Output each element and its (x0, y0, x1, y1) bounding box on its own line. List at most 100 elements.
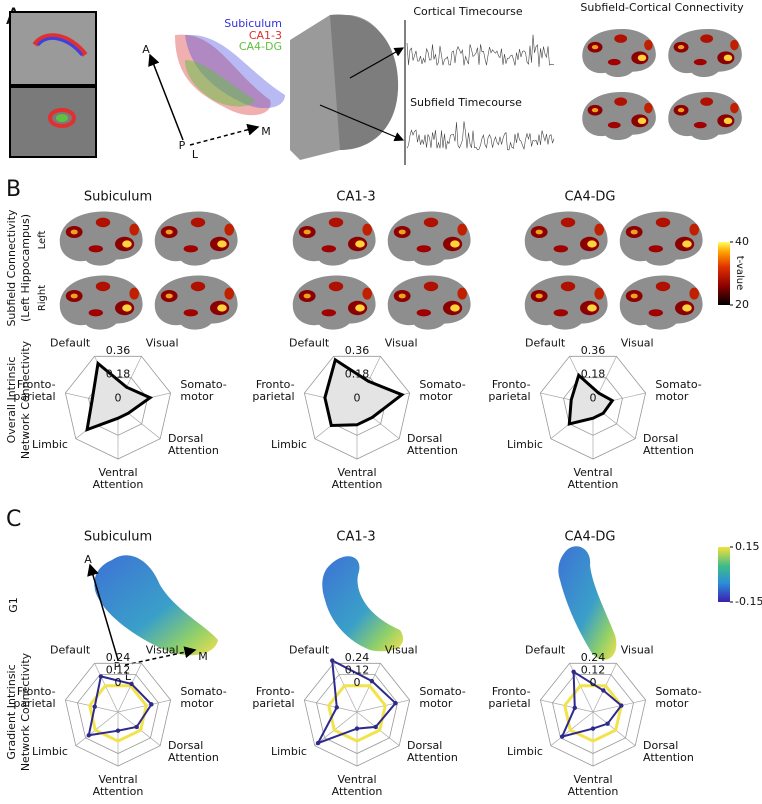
brain-map (60, 276, 143, 330)
category-label: Default (50, 336, 91, 349)
radar-point (560, 734, 564, 738)
radial-tick-label: 0.24 (581, 651, 606, 664)
category-label: Attention (168, 751, 219, 764)
axis-arrow (190, 127, 258, 145)
category-label: Attention (93, 478, 144, 491)
radar-point (355, 726, 359, 730)
radial-tick-label: 0.36 (345, 344, 370, 357)
colorbar-tick-label: -0.15 (735, 595, 762, 608)
brain-map (155, 212, 238, 266)
column-title: CA4-DG (564, 190, 615, 205)
category-label: parietal (252, 390, 294, 403)
column-title: CA1-3 (336, 530, 375, 545)
category-label: Visual (385, 643, 418, 656)
category-label: parietal (252, 697, 294, 710)
category-label: parietal (488, 697, 530, 710)
radar-point (330, 658, 334, 662)
radial-tick-label: 0.12 (581, 663, 606, 676)
axis-label: M (198, 650, 208, 663)
category-label: Attention (568, 785, 619, 798)
category-label: Default (525, 336, 566, 349)
column-title: Subiculum (84, 190, 152, 205)
radial-tick-label: 0.36 (106, 344, 131, 357)
colorbar (718, 547, 730, 602)
timecourse-title: Subfield Timecourse (410, 96, 522, 109)
radar-point (316, 741, 320, 745)
brain-map (525, 212, 608, 266)
connectivity-title: Subfield-Cortical Connectivity (580, 1, 744, 14)
category-label: Limbic (507, 438, 543, 451)
radar-point (573, 706, 577, 710)
brain-map (582, 29, 656, 77)
category-label: Limbic (271, 438, 307, 451)
row-label: G1 (7, 597, 20, 613)
row-title: Subfield Connectivity (5, 209, 18, 327)
colorbar-tick-label: 0.15 (735, 540, 760, 553)
category-label: motor (655, 390, 688, 403)
category-label: parietal (13, 697, 55, 710)
category-label: Attention (643, 444, 694, 457)
brain-map (388, 212, 471, 266)
hippocampus-gradient (322, 556, 403, 651)
category-label: motor (180, 697, 213, 710)
axis-arrow (150, 55, 183, 140)
axis-label: A (84, 553, 92, 566)
category-label: Attention (407, 444, 458, 457)
brain-map (620, 212, 703, 266)
radar-point (99, 674, 103, 678)
category-label: Default (289, 643, 330, 656)
colorbar-tick-label: 20 (735, 298, 749, 311)
category-label: parietal (13, 390, 55, 403)
radial-tick-label: 0.18 (106, 368, 131, 381)
category-label: Attention (168, 444, 219, 457)
legend-entry: CA4-DG (239, 40, 282, 53)
axis-label: M (261, 125, 271, 138)
radar-point (605, 721, 609, 725)
radar-point (373, 725, 377, 729)
panel-label: B (6, 177, 21, 202)
axis-label: L (192, 148, 199, 161)
radar-row-title: Network Connectivity (19, 652, 32, 771)
brain-3d (330, 14, 398, 150)
radar-point (87, 733, 91, 737)
category-label: Visual (146, 336, 179, 349)
radial-tick-label: 0.24 (106, 651, 131, 664)
category-label: Limbic (507, 745, 543, 758)
category-label: Limbic (271, 745, 307, 758)
row-label: Left (37, 231, 48, 250)
column-title: CA1-3 (336, 190, 375, 205)
category-label: motor (419, 390, 452, 403)
category-label: Default (289, 336, 330, 349)
brain-map (293, 212, 376, 266)
category-label: Visual (621, 643, 654, 656)
timecourse-title: Cortical Timecourse (413, 5, 523, 18)
radar-point (601, 688, 605, 692)
brain-map (60, 212, 143, 266)
category-label: Limbic (32, 438, 68, 451)
brain-map (525, 276, 608, 330)
radial-tick-label: 0.24 (345, 651, 370, 664)
radial-tick-label: 0 (590, 391, 597, 404)
radial-tick-label: 0 (115, 676, 122, 689)
radar-point (116, 728, 120, 732)
category-label: Visual (146, 643, 179, 656)
category-label: motor (419, 697, 452, 710)
mri-outline (56, 114, 68, 122)
radar-point (571, 670, 575, 674)
radar-point (370, 679, 374, 683)
radar-point (149, 702, 153, 706)
radial-tick-label: 0 (354, 391, 361, 404)
radial-tick-label: 0.18 (345, 368, 370, 381)
axis-label: P (179, 139, 186, 152)
category-label: Attention (407, 751, 458, 764)
colorbar-tick-label: 40 (735, 235, 749, 248)
colorbar-label: t-value (734, 256, 745, 291)
brain-map (620, 276, 703, 330)
category-label: Attention (332, 785, 383, 798)
radar-point (591, 726, 595, 730)
row-title: (Left Hippocampus) (19, 214, 32, 322)
spoke (593, 712, 635, 746)
category-label: motor (180, 390, 213, 403)
category-label: motor (655, 697, 688, 710)
